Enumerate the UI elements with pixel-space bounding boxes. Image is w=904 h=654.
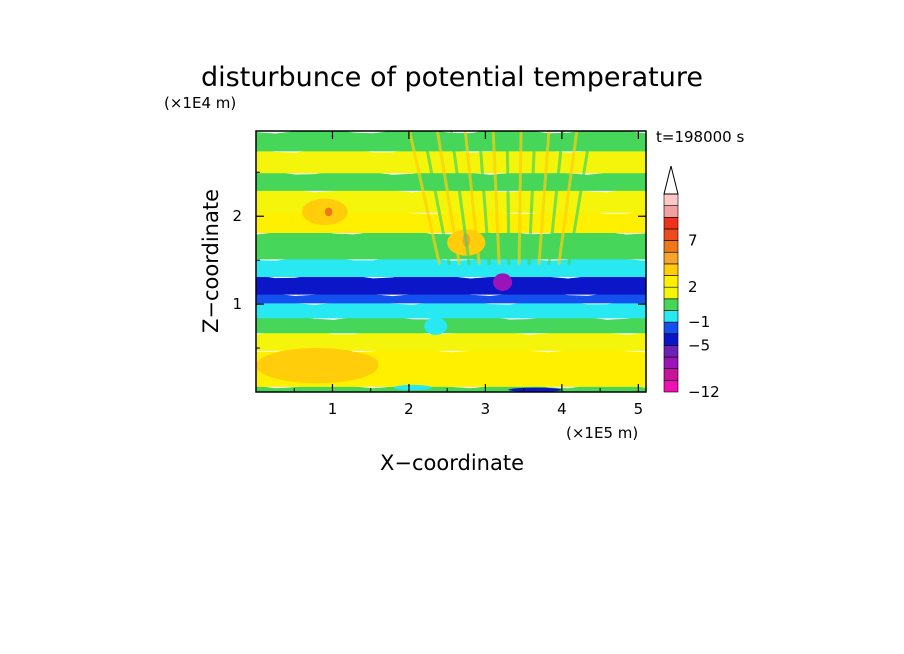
colorbar-swatch xyxy=(663,205,679,218)
colorbar-tick-label: −1 xyxy=(688,313,710,331)
wave-streak xyxy=(557,131,579,265)
cold-patch xyxy=(508,387,562,392)
wave-streak xyxy=(449,131,471,265)
wave-streak xyxy=(567,131,593,265)
colorbar-swatch xyxy=(663,310,679,323)
wave-streak xyxy=(408,131,441,265)
wave-streak xyxy=(435,131,461,265)
y-unit-label: (×1E4 m) xyxy=(164,94,236,112)
contour-band xyxy=(256,329,646,351)
wave-streak xyxy=(477,131,491,265)
colorbar-swatch xyxy=(663,193,679,206)
time-label: t=198000 s xyxy=(656,128,744,146)
x-unit-label: (×1E5 m) xyxy=(566,424,638,442)
contour-band xyxy=(256,187,646,213)
x-tick-label: 5 xyxy=(634,400,644,418)
x-tick-label: 2 xyxy=(404,400,414,418)
y-axis: 12 xyxy=(232,171,646,349)
wave-streak xyxy=(527,131,537,265)
colorbar-extend-arrow xyxy=(663,165,679,195)
contour-band xyxy=(256,273,646,295)
colorbar-swatch xyxy=(663,345,679,358)
colorbar-swatch xyxy=(663,286,679,300)
y-tick-label: 2 xyxy=(232,207,242,225)
wave-streak xyxy=(517,131,523,265)
colorbar-tick-label: −12 xyxy=(688,383,720,401)
contour-band xyxy=(256,314,646,334)
x-axis-label: X−coordinate xyxy=(380,451,524,475)
colorbar: −12−5−127 xyxy=(663,165,720,401)
colorbar-swatch xyxy=(663,356,679,370)
x-axis: 1 2 3 4 5 xyxy=(293,131,644,418)
x-tick-label: 3 xyxy=(481,400,491,418)
wave-streak xyxy=(505,131,511,265)
cyan-patch xyxy=(424,317,448,335)
y-tick-label: 1 xyxy=(232,295,242,313)
colorbar-swatch xyxy=(663,380,679,393)
colorbar-tick-label: −5 xyxy=(688,336,710,354)
wave-streak xyxy=(537,131,551,265)
colorbar-swatch xyxy=(663,275,679,288)
colorbar-swatch xyxy=(663,240,679,253)
contour-band xyxy=(256,169,646,191)
colorbar-swatch xyxy=(663,216,679,230)
y-axis-label: Z−coordinate xyxy=(199,189,223,333)
wave-streak xyxy=(547,131,565,265)
cold-patch xyxy=(493,273,513,291)
warm-patch xyxy=(317,352,379,375)
colorbar-swatch xyxy=(663,228,679,241)
contour-band xyxy=(256,299,646,319)
wave-streak xyxy=(421,131,451,265)
colorbar-swatch xyxy=(663,333,679,346)
colorbar-swatch xyxy=(663,251,679,265)
colorbar-tick-label: 2 xyxy=(688,278,698,296)
wave-streak xyxy=(491,131,501,265)
colorbar-swatch xyxy=(663,298,679,311)
cyan-patch xyxy=(393,384,432,391)
warm-patch xyxy=(324,207,333,217)
colorbar-tick-label: 7 xyxy=(688,232,698,250)
wave-streak xyxy=(463,131,481,265)
colorbar-swatch xyxy=(663,321,679,335)
contour-field xyxy=(256,131,646,392)
colorbar-swatch xyxy=(663,263,679,276)
x-tick-label: 4 xyxy=(557,400,567,418)
colorbar-swatch xyxy=(663,368,679,381)
plot-frame xyxy=(255,130,647,393)
chart-title: disturbunce of potential temperature xyxy=(201,62,703,93)
x-tick-label: 1 xyxy=(328,400,338,418)
